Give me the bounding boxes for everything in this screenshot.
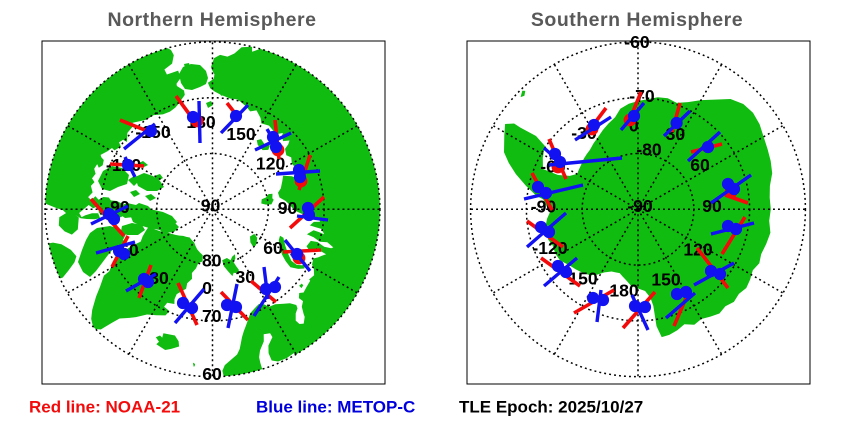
svg-text:90: 90 bbox=[201, 196, 221, 216]
svg-text:150: 150 bbox=[226, 124, 256, 144]
svg-text:-80: -80 bbox=[636, 139, 662, 159]
svg-text:60: 60 bbox=[202, 364, 222, 384]
svg-text:Red line: NOAA-21: Red line: NOAA-21 bbox=[29, 398, 180, 417]
svg-text:70: 70 bbox=[202, 306, 222, 326]
svg-text:0: 0 bbox=[202, 278, 212, 298]
svg-text:-90: -90 bbox=[531, 197, 557, 217]
svg-text:150: 150 bbox=[651, 270, 681, 290]
svg-text:90: 90 bbox=[278, 198, 298, 218]
svg-text:30: 30 bbox=[149, 268, 169, 288]
svg-text:-90: -90 bbox=[627, 196, 653, 216]
svg-text:120: 120 bbox=[256, 154, 286, 174]
svg-text:Southern Hemisphere: Southern Hemisphere bbox=[531, 9, 743, 31]
svg-text:-120: -120 bbox=[532, 238, 567, 258]
svg-text:Northern Hemisphere: Northern Hemisphere bbox=[108, 9, 317, 31]
svg-text:60: 60 bbox=[263, 238, 283, 258]
svg-text:90: 90 bbox=[702, 196, 722, 216]
svg-text:150: 150 bbox=[568, 269, 598, 289]
svg-text:TLE Epoch: 2025/10/27: TLE Epoch: 2025/10/27 bbox=[459, 398, 643, 417]
svg-text:60: 60 bbox=[690, 155, 710, 175]
svg-text:Blue line: METOP-C: Blue line: METOP-C bbox=[256, 398, 415, 417]
svg-text:-60: -60 bbox=[624, 32, 650, 52]
svg-text:80: 80 bbox=[202, 251, 222, 271]
svg-text:0: 0 bbox=[629, 115, 639, 135]
